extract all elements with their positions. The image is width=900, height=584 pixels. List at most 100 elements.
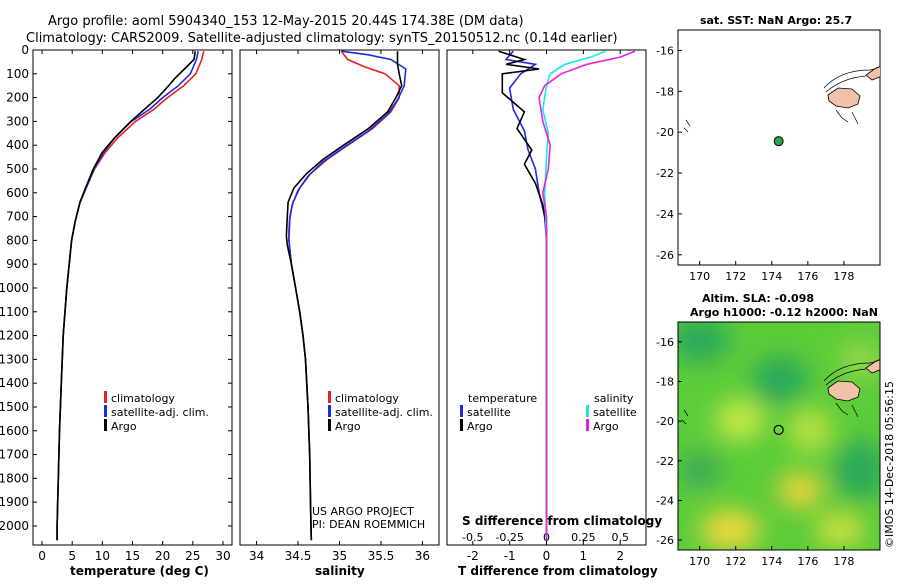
salinity-panel: 34 34.5 35 35.5 36: [239, 49, 440, 563]
x-tick-label: 35: [332, 549, 347, 563]
sst-map-land: [827, 87, 861, 109]
top-tick-label: 0.5: [611, 531, 629, 544]
y-tick-label: 500: [6, 162, 29, 176]
y-tick-label: 600: [6, 186, 29, 200]
map-y-tick-label: -16: [656, 44, 674, 57]
map-x-tick-label: 178: [833, 270, 854, 283]
y-tick-label: 700: [6, 210, 29, 224]
map-y-tick-label: -24: [656, 208, 674, 221]
x-tick-label: -2: [467, 549, 479, 563]
map-y-tick-label: -24: [656, 494, 674, 507]
legend-swatch-t-satellite: [460, 405, 463, 417]
x-tick-label: 2: [616, 549, 624, 563]
y-tick-label: 1100: [0, 305, 29, 319]
difference-xlabel: T difference from climatology: [458, 564, 658, 578]
top-tick-label: 0.25: [571, 531, 596, 544]
legend-title-salinity: salinity: [594, 392, 634, 405]
title-line-2: Climatology: CARS2009. Satellite-adjuste…: [26, 31, 618, 46]
x-tick-label: 5: [68, 549, 76, 563]
y-tick-label: 2000: [0, 519, 29, 533]
sst-map: sat. SST: NaN Argo: 25.7 170 172 174 176 178…: [656, 14, 881, 283]
map-x-tick-label: 174: [761, 555, 782, 568]
project-annotation: US ARGO PROJECT: [312, 505, 414, 518]
legend-swatch-s-argo: [586, 419, 589, 431]
x-tick-label: 0: [543, 549, 551, 563]
map-y-tick-label: -26: [656, 534, 674, 547]
x-tick-label: 0: [38, 549, 46, 563]
sst-map-title: sat. SST: NaN Argo: 25.7: [700, 14, 852, 27]
salinity-legend: climatology satellite-adj. clim. Argo: [328, 391, 433, 433]
x-tick-label: 34: [249, 549, 264, 563]
legend-swatch-argo: [104, 419, 107, 431]
map-y-tick-label: -22: [656, 167, 674, 180]
argo-position-marker-sla: [773, 424, 784, 435]
x-tick-label: -1: [504, 549, 516, 563]
x-tick-label: 30: [215, 549, 230, 563]
series-line-argo: [285, 51, 403, 541]
y-tick-label: 400: [6, 138, 29, 152]
map-y-tick-label: -18: [656, 85, 674, 98]
difference-series: [498, 50, 636, 541]
pi-annotation: PI: DEAN ROEMMICH: [312, 518, 425, 531]
map-x-tick-label: 176: [797, 555, 818, 568]
series-line-t-argo: [498, 50, 548, 541]
legend-swatch-satellite: [104, 405, 107, 417]
legend-label-s-argo: Argo: [593, 420, 619, 433]
legend-label-argo: Argo: [335, 420, 361, 433]
legend-label-satellite: satellite-adj. clim.: [111, 406, 209, 419]
map-x-tick-label: 176: [797, 270, 818, 283]
salinity-frame: [239, 49, 440, 546]
y-tick-label: 0: [21, 43, 29, 57]
salinity-xlabel: salinity: [315, 564, 365, 578]
map-y-tick-label: -18: [656, 375, 674, 388]
y-tick-label: 1500: [0, 400, 29, 414]
y-tick-label: 1000: [0, 281, 29, 295]
legend-swatch-t-argo: [460, 419, 463, 431]
legend-label-argo: Argo: [111, 420, 137, 433]
x-tick-label: 1: [580, 549, 588, 563]
temperature-xlabel: temperature (deg C): [70, 564, 209, 578]
legend-label-satellite: satellite-adj. clim.: [335, 406, 433, 419]
series-line-argo: [56, 51, 196, 541]
sla-map-land: [827, 380, 861, 402]
temperature-panel: 0100200300400500600700800900100011001200…: [0, 43, 233, 563]
map-y-tick-label: -20: [656, 415, 674, 428]
x-tick-label: 34.5: [285, 549, 312, 563]
y-tick-label: 900: [6, 257, 29, 271]
y-tick-label: 1300: [0, 352, 29, 366]
y-tick-label: 1600: [0, 424, 29, 438]
legend-swatch-climatology: [328, 391, 331, 403]
legend-swatch-climatology: [104, 391, 107, 403]
x-tick-label: 10: [95, 549, 110, 563]
series-line-s-argo: [538, 50, 636, 541]
legend-swatch-argo: [328, 419, 331, 431]
legend-title-temperature: temperature: [468, 392, 537, 405]
top-tick-label: -0.25: [495, 531, 523, 544]
legend-label-s-satellite: satellite: [593, 406, 637, 419]
map-x-tick-label: 170: [689, 270, 710, 283]
sla-map-title-2: Argo h1000: -0.12 h2000: NaN: [690, 306, 878, 319]
y-tick-label: 1800: [0, 471, 29, 485]
temperature-series: [56, 51, 205, 541]
salinity-series: [285, 50, 407, 541]
legend-swatch-s-satellite: [586, 405, 589, 417]
map-x-tick-label: 172: [725, 555, 746, 568]
map-y-tick-label: -20: [656, 126, 674, 139]
x-tick-label: 15: [125, 549, 140, 563]
y-tick-label: 300: [6, 114, 29, 128]
profile-panels: 0100200300400500600700800900100011001200…: [0, 43, 647, 563]
sla-map: Altim. SLA: -0.098 Argo h1000: -0.12 h20…: [656, 292, 881, 568]
y-tick-label: 200: [6, 91, 29, 105]
y-tick-label: 100: [6, 67, 29, 81]
map-x-tick-label: 174: [761, 270, 782, 283]
legend-label-t-argo: Argo: [467, 420, 493, 433]
x-tick-label: 20: [155, 549, 170, 563]
legend-swatch-satellite: [328, 405, 331, 417]
s-difference-label: S difference from climatology: [462, 514, 662, 528]
y-tick-label: 1900: [0, 495, 29, 509]
map-x-tick-label: 172: [725, 270, 746, 283]
map-x-tick-label: 178: [833, 555, 854, 568]
y-tick-label: 1200: [0, 329, 29, 343]
title-line-1: Argo profile: aoml 5904340_153 12-May-20…: [48, 14, 524, 29]
